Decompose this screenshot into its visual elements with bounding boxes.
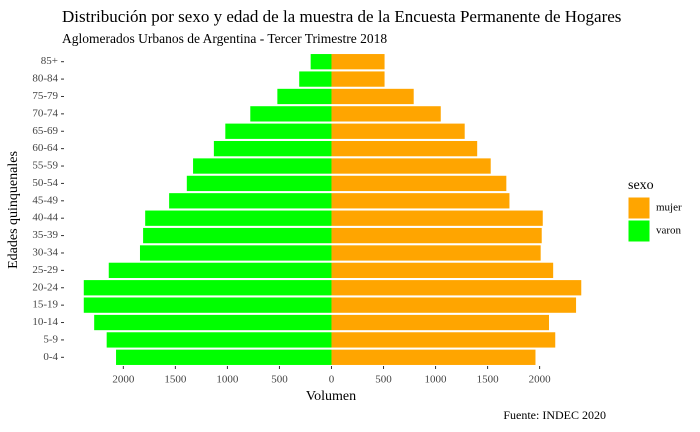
x-tick-label: 1000: [425, 374, 448, 386]
y-tick-label: 85+: [41, 55, 58, 67]
bar: [250, 106, 332, 122]
legend-label: mujer: [656, 202, 682, 214]
y-tick-label: 40-44: [32, 212, 58, 224]
x-tick-label: 2000: [112, 374, 135, 386]
bar: [331, 88, 414, 105]
bar: [331, 106, 441, 122]
x-axis-title: Volumen: [306, 389, 356, 404]
bar: [169, 193, 332, 209]
bar: [145, 210, 332, 226]
legend-label: varon: [656, 225, 682, 237]
bar: [106, 332, 332, 348]
x-tick-label: 0: [329, 374, 335, 386]
bar: [94, 314, 332, 331]
bar: [331, 193, 510, 209]
bar: [331, 210, 543, 226]
y-tick-label: 25-29: [32, 264, 58, 276]
y-tick-label: 20-24: [32, 281, 58, 293]
bar: [331, 245, 541, 261]
legend-key: [627, 196, 651, 220]
bar: [331, 158, 491, 174]
bar: [331, 227, 542, 244]
y-tick-label: 75-79: [32, 90, 58, 102]
y-axis-title: Edades quinquenales: [6, 151, 21, 269]
x-tick-label: 2000: [529, 374, 552, 386]
y-tick-label: 45-49: [32, 194, 58, 206]
y-tick-label: 15-19: [32, 299, 58, 311]
bar: [83, 280, 332, 296]
x-tick-label: 500: [375, 374, 392, 386]
bar: [331, 140, 478, 157]
x-tick-label: 500: [271, 374, 288, 386]
y-tick-label: 80-84: [32, 73, 58, 85]
bar: [331, 262, 554, 279]
chart-subtitle: Aglomerados Urbanos de Argentina - Terce…: [62, 31, 387, 46]
y-tick-label: 35-39: [32, 229, 58, 241]
bar: [277, 88, 332, 105]
bar: [143, 227, 332, 244]
caption: Fuente: INDEC 2020: [503, 408, 606, 422]
y-tick-label: 50-54: [32, 177, 58, 189]
bar: [331, 71, 385, 87]
legend-key: [627, 219, 651, 243]
legend-title: sexo: [628, 178, 654, 193]
bar: [213, 140, 332, 157]
bar: [186, 175, 332, 192]
y-tick-label: 65-69: [32, 125, 58, 137]
bar: [193, 158, 332, 174]
bar: [310, 54, 332, 70]
x-tick-label: 1000: [216, 374, 239, 386]
bar: [331, 175, 507, 192]
y-tick-label: 60-64: [32, 142, 58, 154]
bar: [139, 245, 332, 261]
bar: [331, 349, 536, 365]
chart-title: Distribución por sexo y edad de la muest…: [62, 7, 621, 26]
bar: [116, 349, 332, 365]
y-tick-label: 10-14: [32, 316, 58, 328]
bar: [331, 123, 465, 139]
bar: [331, 280, 582, 296]
y-tick-label: 0-4: [43, 351, 58, 363]
bar: [108, 262, 332, 279]
bar: [331, 314, 550, 331]
bar: [331, 297, 577, 313]
y-tick-label: 5-9: [43, 333, 58, 345]
y-tick-label: 70-74: [32, 107, 58, 119]
bar: [331, 54, 385, 70]
bar: [83, 297, 332, 313]
bar: [299, 71, 332, 87]
x-tick-label: 1500: [164, 374, 187, 386]
bar: [225, 123, 332, 139]
y-tick-label: 30-34: [32, 247, 58, 259]
bar: [331, 332, 556, 348]
x-tick-label: 1500: [477, 374, 500, 386]
y-tick-label: 55-59: [32, 160, 58, 172]
